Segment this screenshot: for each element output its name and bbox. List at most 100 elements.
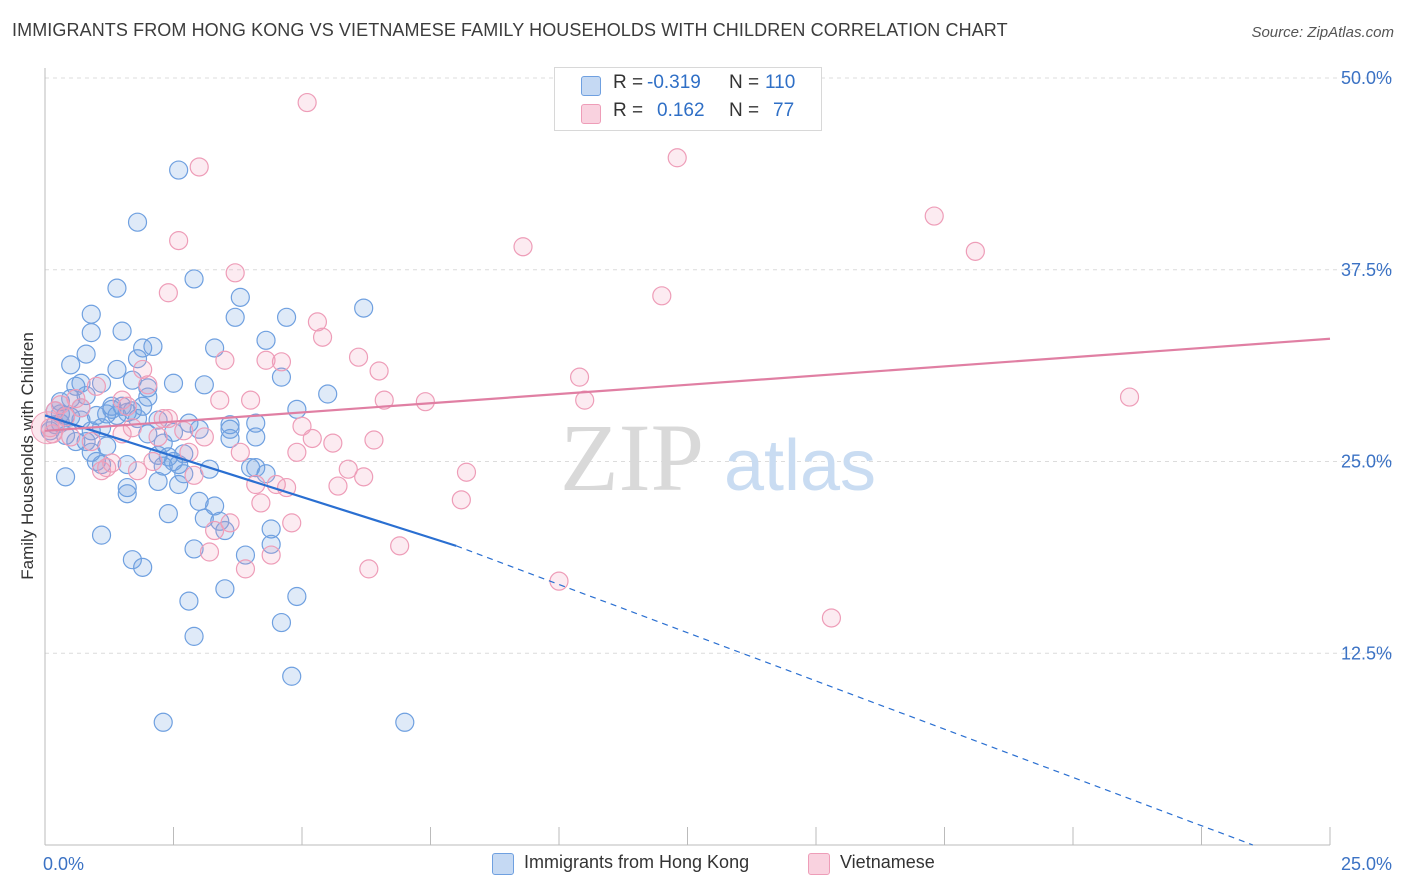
- point-hong-kong: [127, 212, 148, 232]
- point-vietnamese: [1119, 387, 1140, 407]
- point-hong-kong: [91, 454, 112, 475]
- point-hong-kong: [133, 338, 153, 358]
- point-vietnamese: [215, 350, 235, 370]
- legend-swatch-vietnamese: [808, 853, 830, 875]
- legend-label-vietnamese: Vietnamese: [840, 852, 935, 872]
- point-vietnamese: [81, 431, 101, 452]
- stats-swatch-vietnamese: [581, 104, 601, 124]
- point-vietnamese: [205, 520, 225, 541]
- point-vietnamese: [133, 359, 153, 380]
- chart-title: IMMIGRANTS FROM HONG KONG VS VIETNAMESE …: [12, 20, 1008, 40]
- point-vietnamese: [71, 398, 91, 418]
- point-vietnamese: [230, 442, 250, 462]
- point-vietnamese: [297, 92, 317, 113]
- point-vietnamese: [256, 350, 276, 370]
- point-vietnamese: [86, 376, 107, 396]
- point-vietnamese: [102, 453, 122, 473]
- point-hong-kong: [112, 396, 132, 416]
- point-vietnamese: [276, 477, 297, 498]
- point-hong-kong: [287, 586, 307, 607]
- point-hong-kong: [133, 396, 153, 416]
- point-hong-kong: [282, 666, 302, 686]
- legend-label-hong-kong: Immigrants from Hong Kong: [524, 852, 750, 872]
- point-vietnamese: [312, 327, 333, 347]
- point-vietnamese: [174, 421, 194, 441]
- point-vietnamese: [965, 241, 985, 261]
- point-vietnamese: [235, 559, 256, 579]
- point-vietnamese: [369, 361, 389, 381]
- trend-line-vietnamese: [44, 337, 1331, 432]
- point-vietnamese: [292, 416, 312, 436]
- point-vietnamese: [364, 430, 384, 450]
- point-hong-kong: [184, 626, 204, 646]
- point-vietnamese: [61, 427, 81, 447]
- point-vietnamese: [66, 389, 86, 409]
- point-hong-kong: [169, 160, 189, 180]
- stats-box: R = -0.319 N = 110 R = 0.162 N = 77: [554, 67, 822, 131]
- point-hong-kong: [127, 349, 148, 369]
- point-hong-kong: [61, 355, 81, 375]
- point-hong-kong: [91, 373, 112, 393]
- stats-row-vietnamese: R = 0.162 N = 77: [555, 100, 821, 128]
- point-vietnamese: [184, 465, 204, 485]
- stats-n-label: N =: [729, 100, 760, 121]
- point-hong-kong: [81, 304, 101, 324]
- point-hong-kong: [158, 504, 178, 524]
- point-hong-kong: [205, 496, 225, 516]
- stats-n-value: 110: [765, 72, 796, 93]
- point-hong-kong: [76, 344, 96, 364]
- stats-swatch-hong-kong: [581, 76, 601, 96]
- point-vietnamese: [127, 461, 148, 481]
- data-points: [31, 92, 1140, 732]
- point-hong-kong: [246, 413, 266, 433]
- point-hong-kong: [220, 415, 240, 435]
- point-hong-kong: [107, 359, 127, 380]
- point-vietnamese: [667, 148, 687, 168]
- point-vietnamese: [138, 375, 158, 395]
- point-hong-kong: [117, 454, 137, 475]
- point-hong-kong: [261, 519, 281, 539]
- point-vietnamese: [415, 392, 435, 412]
- y-tick-label: 50.0%: [1341, 68, 1392, 88]
- point-vietnamese: [122, 418, 142, 438]
- point-hong-kong: [220, 428, 240, 449]
- point-hong-kong: [261, 534, 281, 554]
- stats-r-value: 0.162: [657, 100, 705, 121]
- point-vietnamese: [199, 542, 220, 562]
- point-vietnamese: [338, 459, 358, 479]
- point-hong-kong: [102, 396, 122, 416]
- stats-n-label: N =: [729, 72, 760, 93]
- point-hong-kong: [163, 373, 184, 393]
- point-vietnamese: [451, 490, 471, 510]
- legend-swatch-hong-kong: [492, 853, 514, 875]
- watermark-zip: ZIP: [560, 404, 704, 511]
- point-vietnamese: [323, 433, 343, 453]
- watermark-atlas: atlas: [724, 426, 876, 506]
- point-vietnamese: [287, 442, 307, 462]
- point-hong-kong: [287, 399, 307, 419]
- point-vietnamese: [390, 536, 410, 556]
- point-hong-kong: [169, 474, 189, 495]
- point-vietnamese: [328, 476, 348, 496]
- point-hong-kong: [81, 323, 101, 343]
- point-hong-kong: [276, 307, 297, 327]
- point-vietnamese: [569, 367, 590, 387]
- point-hong-kong: [215, 579, 235, 599]
- point-hong-kong: [395, 712, 415, 732]
- point-vietnamese: [112, 390, 132, 410]
- source-label: Source: ZipAtlas.com: [1251, 24, 1394, 41]
- point-vietnamese: [220, 513, 240, 533]
- point-vietnamese: [652, 286, 672, 306]
- stats-r-label: R =: [613, 100, 644, 121]
- legend-item-vietnamese[interactable]: Vietnamese: [808, 852, 968, 876]
- point-hong-kong: [117, 477, 137, 498]
- x-tick-label: 0.0%: [43, 854, 84, 874]
- point-vietnamese: [143, 451, 163, 472]
- point-vietnamese: [456, 462, 477, 482]
- axes: [44, 68, 1331, 846]
- point-vietnamese: [189, 157, 209, 177]
- legend-item-hong-kong[interactable]: Immigrants from Hong Kong: [492, 852, 772, 876]
- point-hong-kong: [117, 484, 137, 504]
- point-vietnamese: [158, 408, 178, 429]
- point-hong-kong: [194, 508, 214, 528]
